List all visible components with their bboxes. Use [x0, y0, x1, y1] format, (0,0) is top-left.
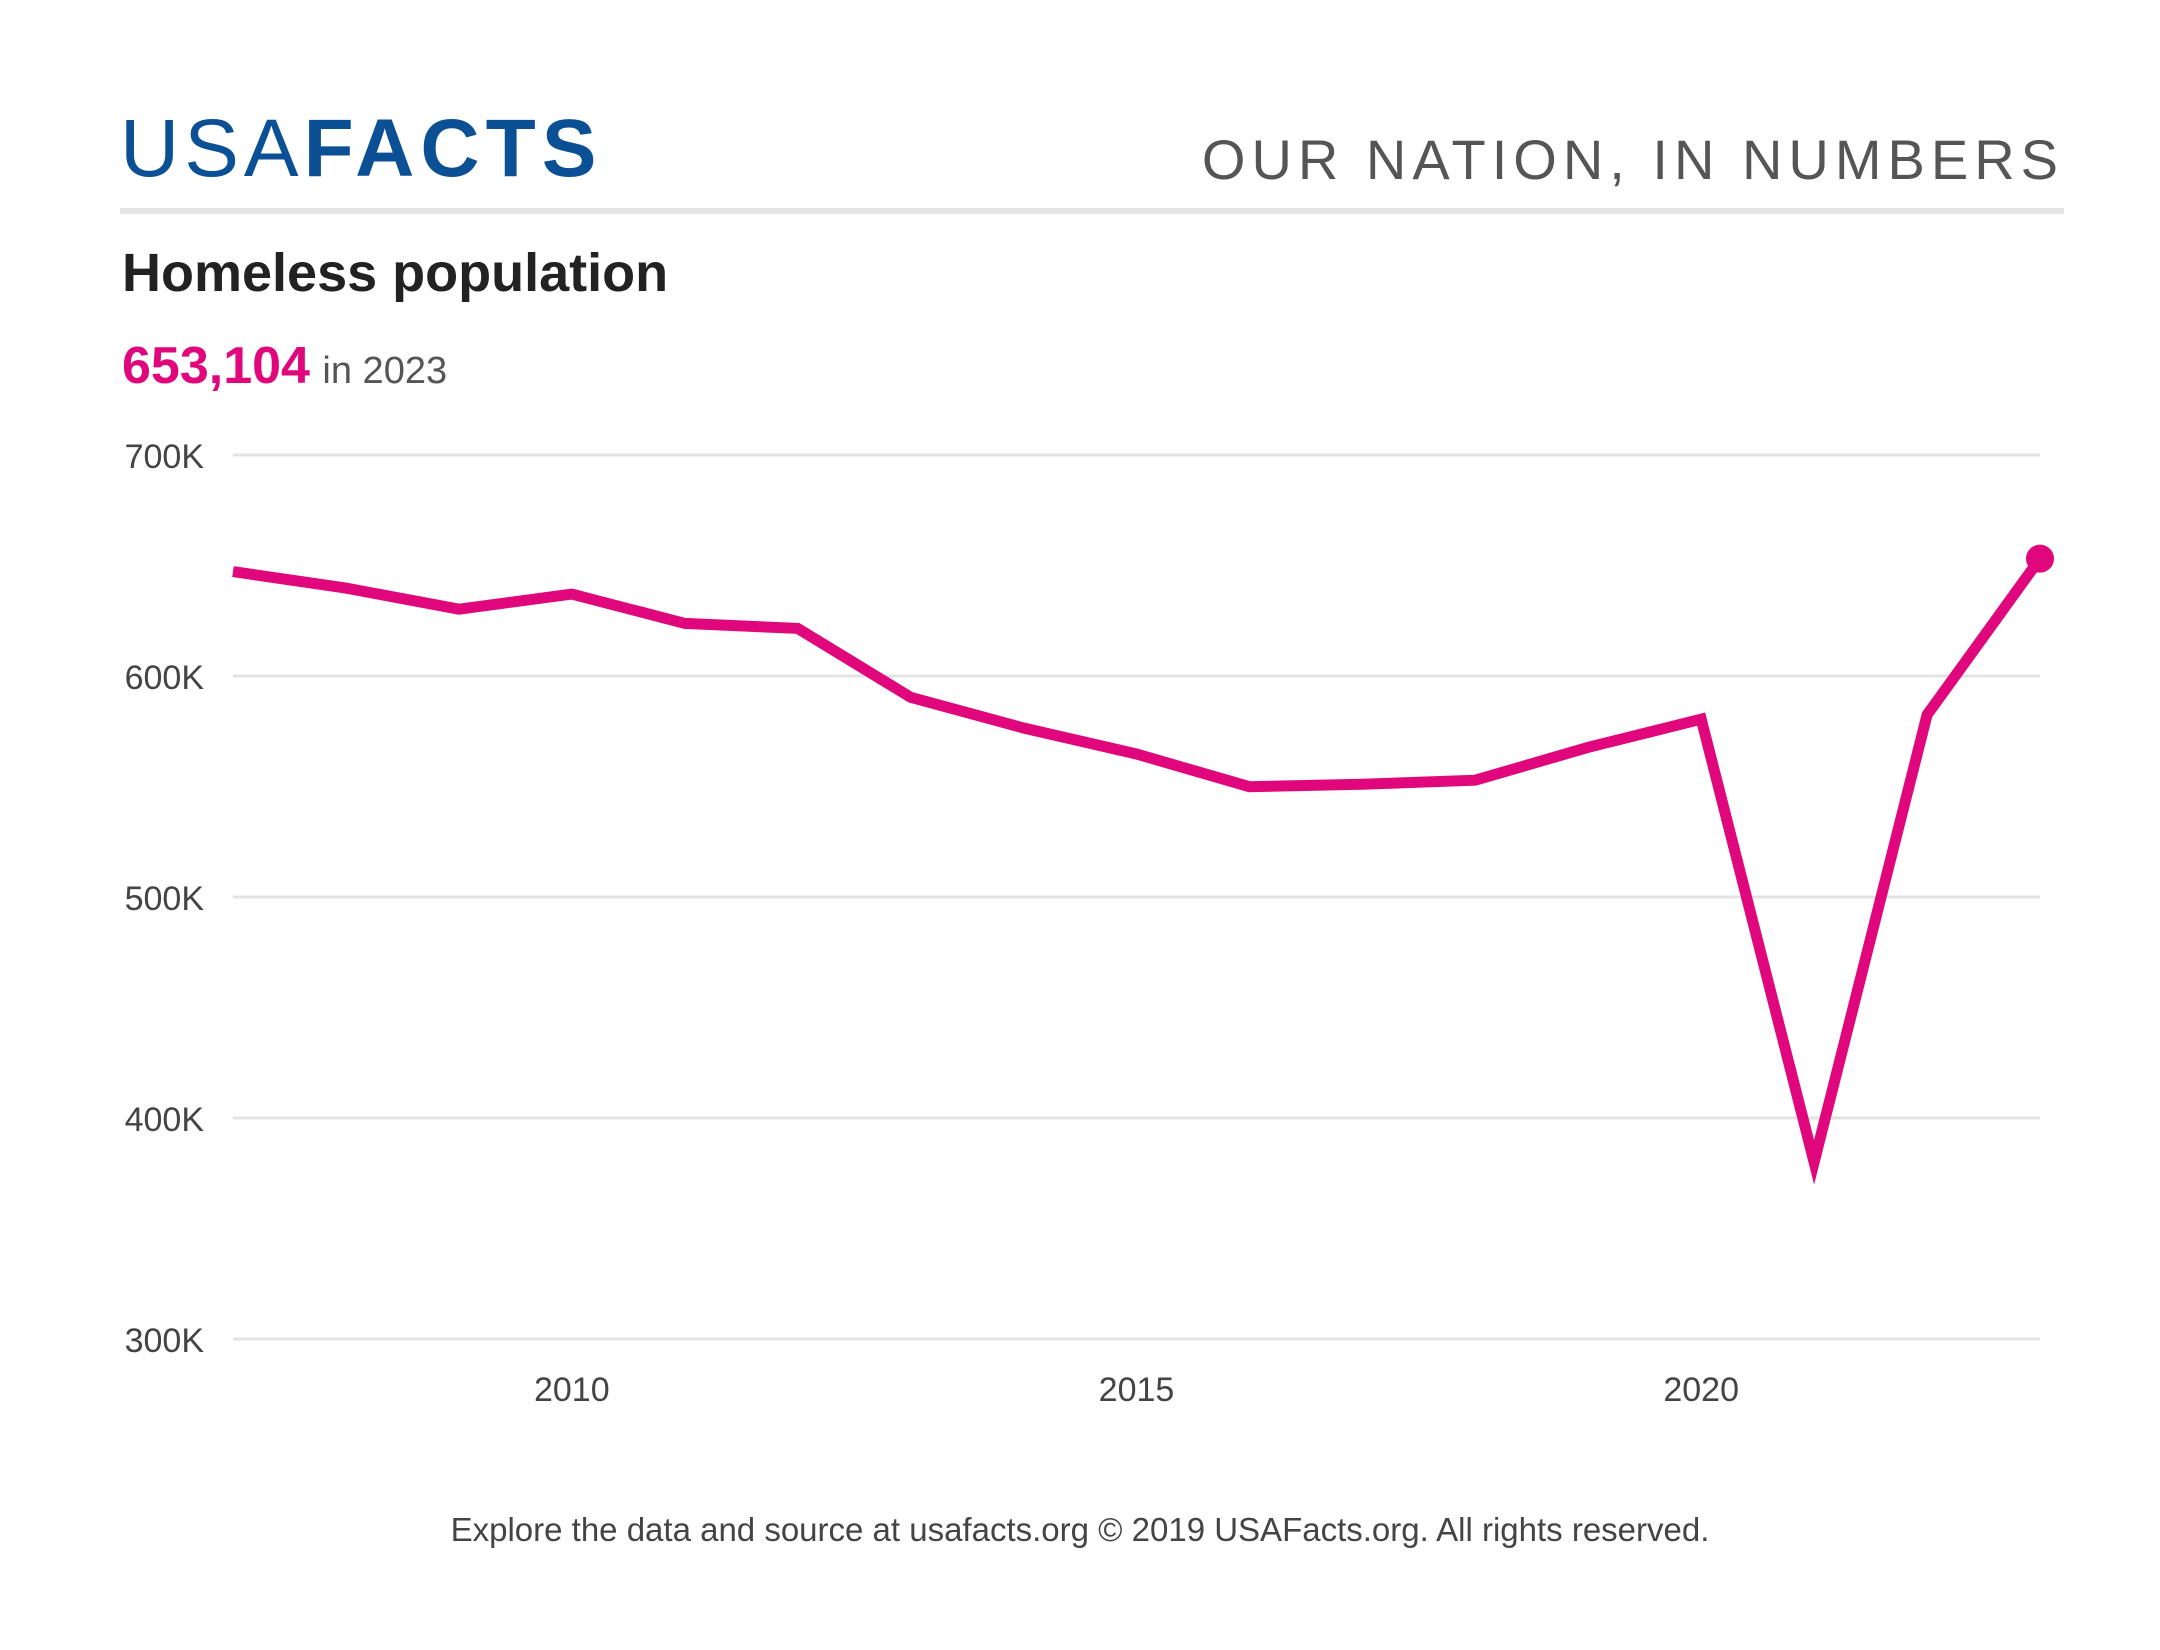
headline-suffix: in 2023: [322, 350, 448, 392]
header-divider: [120, 208, 2064, 214]
y-tick-label: 500K: [125, 880, 205, 918]
end-point-marker: [2026, 544, 2054, 573]
usafacts-logo: USAFACTS: [120, 108, 602, 190]
headline-stat: 653,104 in 2023: [122, 340, 447, 392]
x-tick-label: 2010: [534, 1371, 610, 1409]
y-tick-label: 400K: [125, 1101, 205, 1139]
series-line: [232, 555, 2045, 1185]
y-tick-label: 300K: [125, 1322, 205, 1360]
x-tick-label: 2015: [1099, 1371, 1175, 1409]
footer-note: Explore the data and source at usafacts.…: [450, 1511, 1710, 1548]
headline-value: 653,104: [122, 337, 310, 395]
x-tick-label: 2020: [1663, 1371, 1739, 1409]
logo-text-light: USA: [120, 103, 304, 194]
logo-text-bold: FACTS: [303, 103, 603, 194]
y-tick-label: 700K: [125, 438, 205, 476]
chart-title: Homeless population: [122, 243, 669, 303]
y-tick-label: 600K: [125, 659, 205, 697]
tagline: OUR NATION, IN NUMBERS: [1201, 128, 2064, 191]
